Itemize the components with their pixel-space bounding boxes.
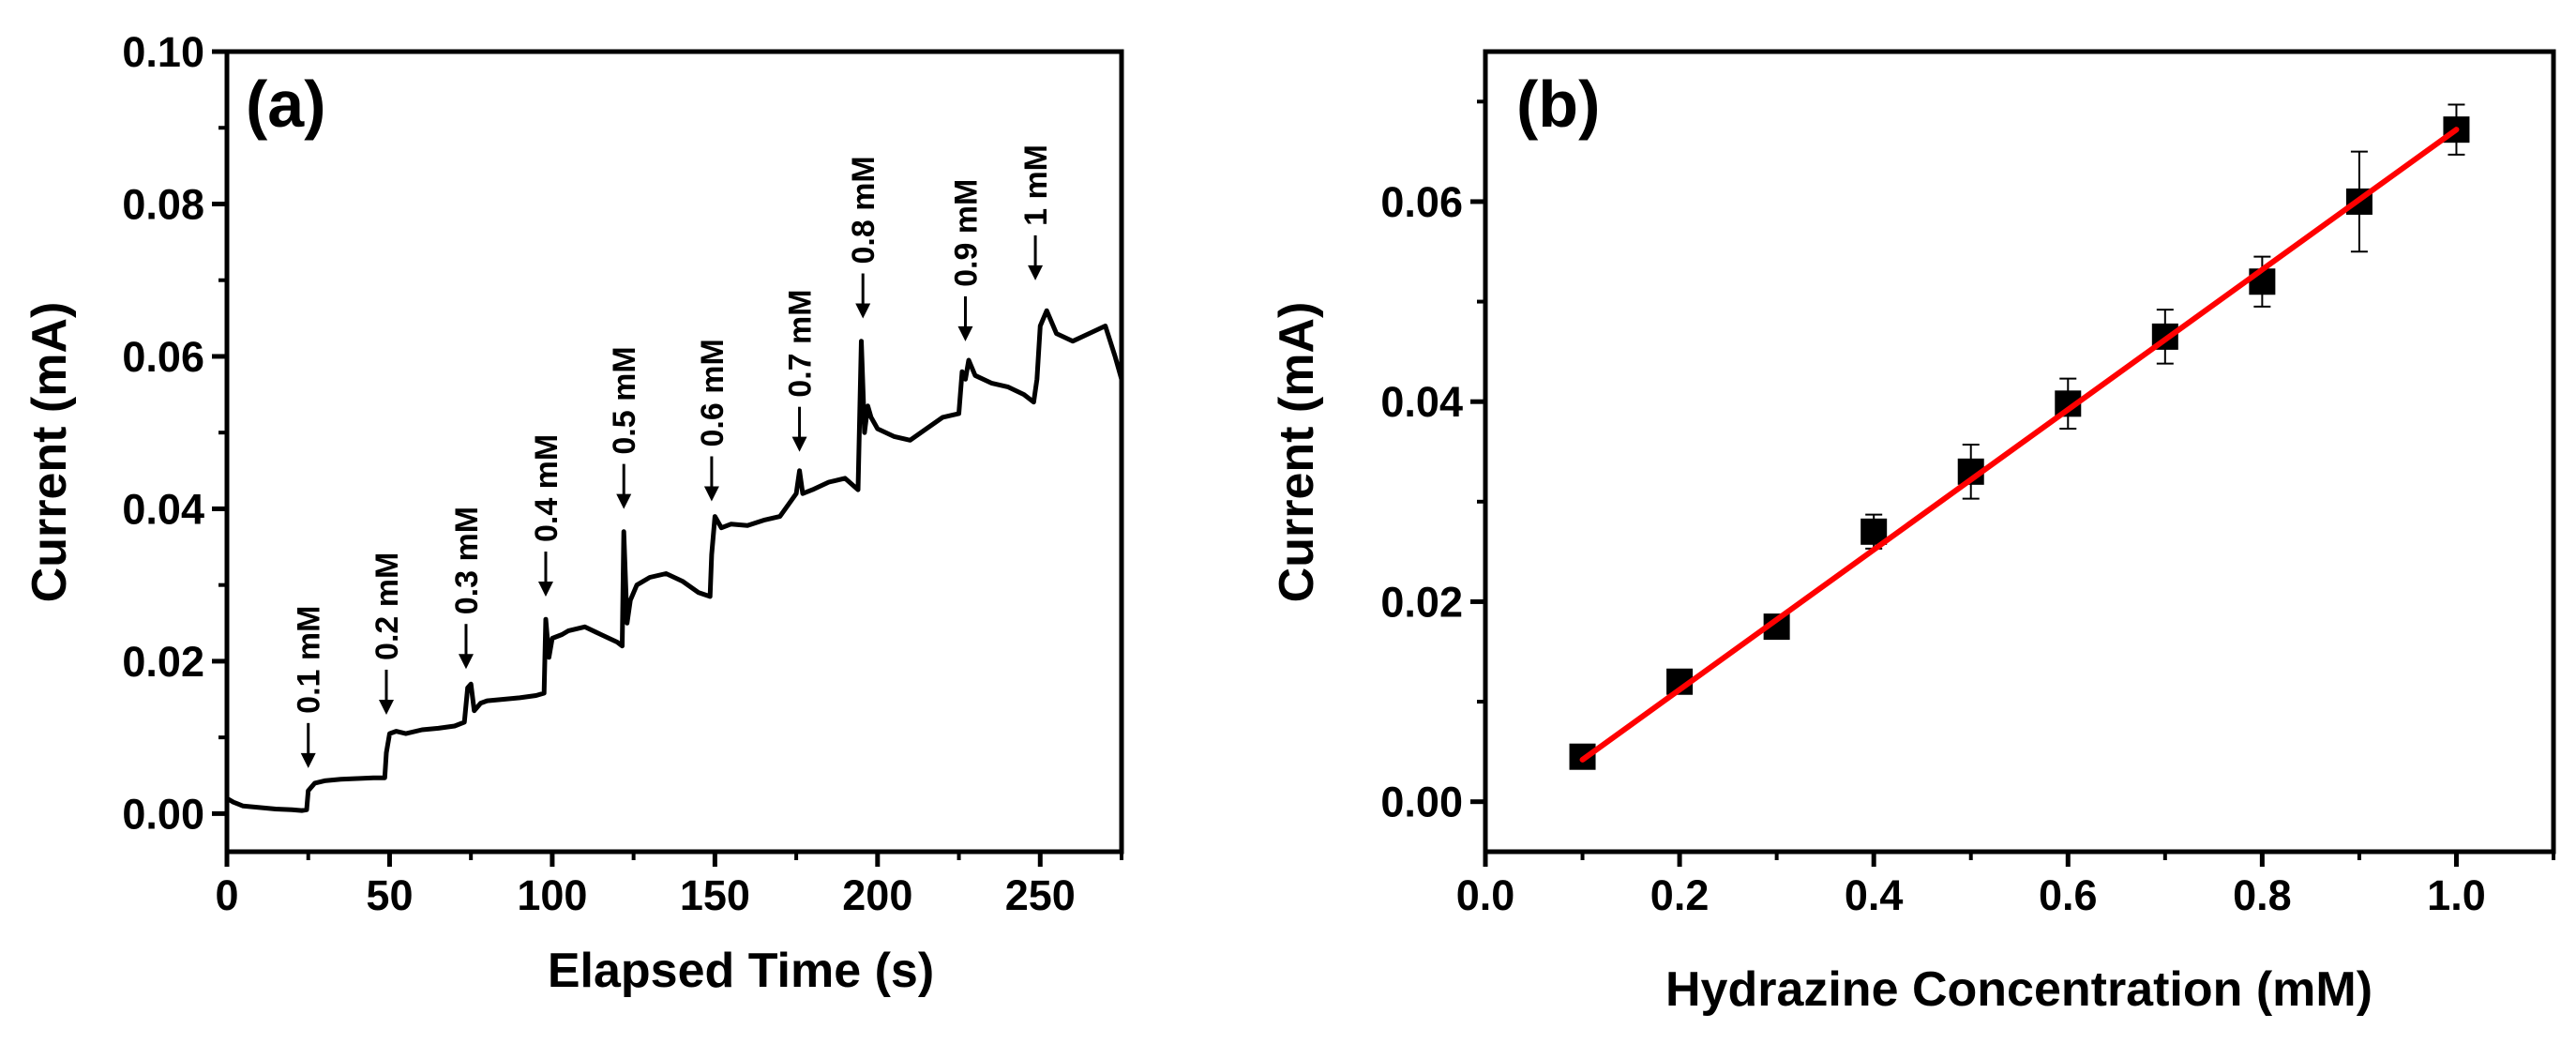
panel-a-annotation-label: 0.8 mM xyxy=(846,156,881,264)
panel-a-annotation-arrowhead xyxy=(537,582,553,598)
panel-a-annotation-label: 0.9 mM xyxy=(948,179,984,287)
panel-a-annotation-label: 0.6 mM xyxy=(695,339,731,446)
panel-a-annotation-arrowhead xyxy=(791,436,807,452)
panel-a-annotation-arrowhead xyxy=(458,654,474,670)
panel-a-plot-frame xyxy=(224,49,1124,855)
panel-a-y-tick-label: 0.02 xyxy=(122,638,204,686)
panel-a-x-tick-label: 50 xyxy=(366,871,413,919)
panel-a-annotation-arrowhead xyxy=(703,486,719,502)
panel-b-x-tick-label: 1.0 xyxy=(2427,871,2486,919)
panel-a-y-axis-title: Current (mA) xyxy=(23,302,77,603)
panel-a-y-tick-label: 0.06 xyxy=(122,333,204,381)
panel-b-plot-frame xyxy=(1483,49,2556,855)
panel-a-annotation-arrowhead xyxy=(616,493,632,509)
panel-a-annotation-arrowhead xyxy=(1028,265,1044,280)
panel-b-x-tick-label: 0.0 xyxy=(1456,871,1515,919)
panel-b-y-tick-label: 0.04 xyxy=(1380,378,1463,426)
panel-a-x-tick-label: 150 xyxy=(680,871,750,919)
panel-a-x-tick-label: 100 xyxy=(517,871,587,919)
panel-a-y-tick-label: 0.08 xyxy=(122,180,204,228)
panel-a-annotation-arrowhead xyxy=(957,325,973,341)
panel-b-y-tick-label: 0.02 xyxy=(1380,578,1463,626)
panel-a-y-tick-label: 0.00 xyxy=(122,790,204,838)
panel-a-annotation-label: 0.5 mM xyxy=(607,346,642,454)
panel-b-x-tick-label: 0.2 xyxy=(1650,871,1710,919)
panel-a-annotation-label: 0.4 mM xyxy=(529,434,565,542)
panel-a-y-tick-label: 0.10 xyxy=(122,28,204,76)
panel-a-annotation-arrowhead xyxy=(300,752,316,768)
panel-a-annotation-label: 0.7 mM xyxy=(783,289,819,397)
panel-b-x-axis-title: Hydrazine Concentration (mM) xyxy=(1665,962,2373,1017)
panel-b-x-tick-label: 0.8 xyxy=(2233,871,2292,919)
panel-a-x-tick-label: 0 xyxy=(215,871,238,919)
panel-a-panel-label: (a) xyxy=(246,68,326,141)
panel-a-x-tick-label: 200 xyxy=(842,871,912,919)
panel-a-annotation-label: 0.1 mM xyxy=(292,606,327,714)
panel-a-annotation-label: 0.2 mM xyxy=(369,552,405,660)
panel-b-y-tick-label: 0.00 xyxy=(1380,779,1463,826)
panel-b-panel-label: (b) xyxy=(1516,68,1600,141)
panel-b-y-axis-title: Current (mA) xyxy=(1270,302,1324,603)
panel-a-annotation-arrowhead xyxy=(378,699,394,715)
panel-a-annotation-label: 0.3 mM xyxy=(449,507,485,614)
panel-a-annotation-label: 1 mM xyxy=(1018,144,1054,226)
panel-a-series-line xyxy=(225,308,1124,813)
panel-b-x-tick-label: 0.4 xyxy=(1845,871,1904,919)
panel-a-x-tick-label: 250 xyxy=(1005,871,1076,919)
panel-a-y-tick-label: 0.04 xyxy=(122,485,204,533)
panel-b-y-tick-label: 0.06 xyxy=(1380,178,1463,226)
panel-a-x-axis-title: Elapsed Time (s) xyxy=(548,944,934,998)
panel-a-annotation-arrowhead xyxy=(855,303,871,319)
panel-b-x-tick-label: 0.6 xyxy=(2039,871,2098,919)
panel-b-fit-line xyxy=(1579,127,2460,763)
